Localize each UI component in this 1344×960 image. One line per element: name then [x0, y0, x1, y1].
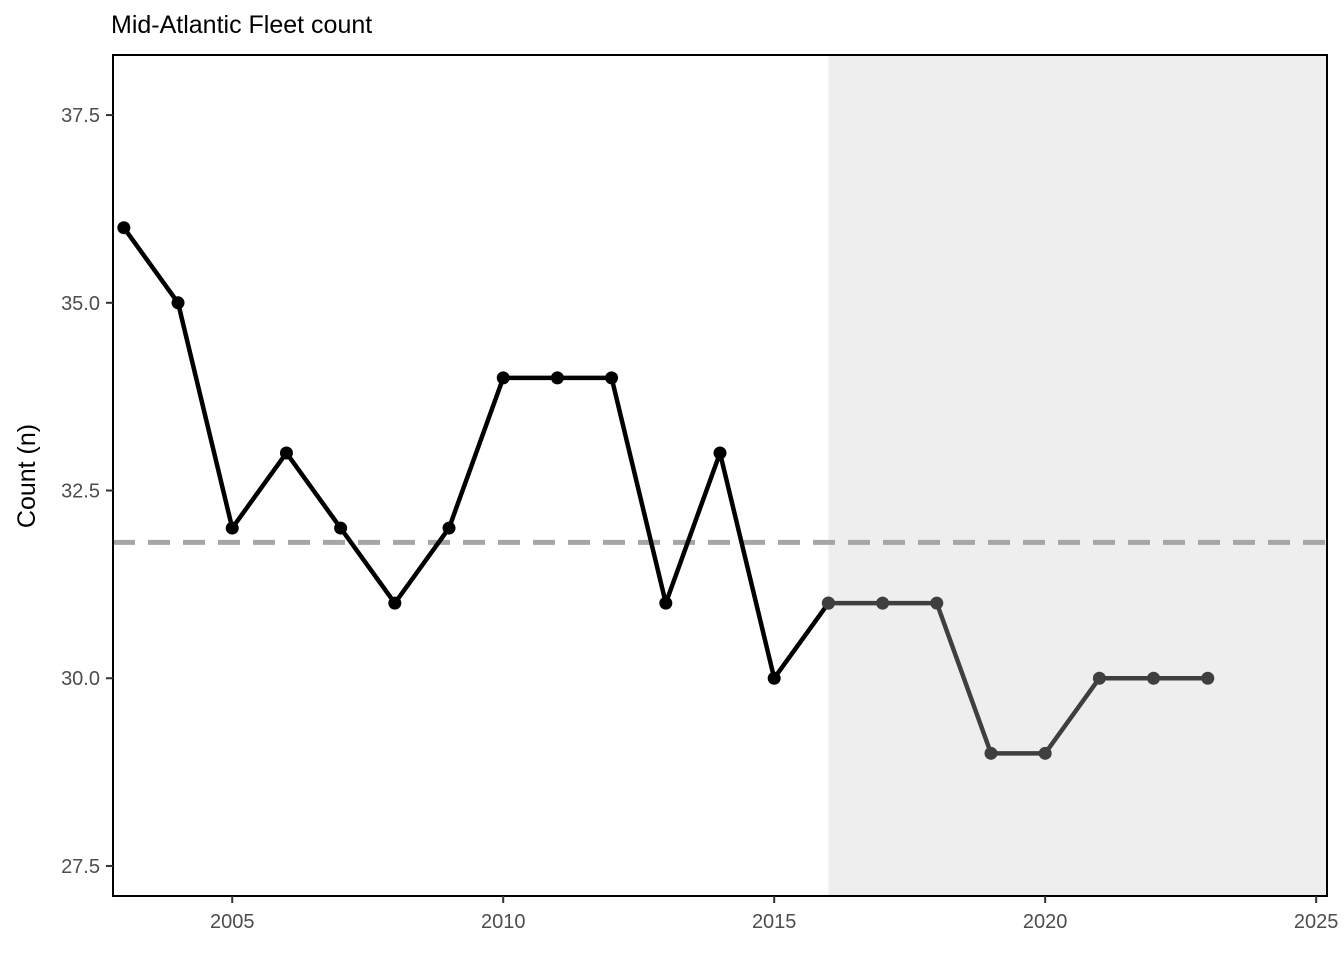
series-0-point-2003	[117, 221, 131, 235]
series-0-point-2015	[767, 671, 781, 685]
series-0-point-2005	[225, 521, 239, 535]
series-1-point-2018	[930, 596, 944, 610]
series-1-point-2016	[821, 596, 835, 610]
axes: 2005 2010 2015 2020 2025 27.5 30.0 32.5 35.0 37.5	[61, 54, 1339, 933]
series-0-point-2004	[171, 296, 185, 310]
series-0-point-2014	[713, 446, 727, 460]
y-tick-label-35: 35.0	[61, 293, 100, 315]
series-1-point-2021	[1092, 671, 1106, 685]
y-tick-label-37.5: 37.5	[61, 105, 100, 127]
y-tick-label-30: 30.0	[61, 668, 100, 690]
y-tick-label-27.5: 27.5	[61, 856, 100, 878]
series-0-point-2009	[442, 521, 456, 535]
shaded-region	[828, 55, 1327, 896]
y-axis-title: Count (n)	[13, 424, 41, 528]
series-1-point-2022	[1147, 671, 1161, 685]
series-0-point-2007	[334, 521, 348, 535]
x-tick-label-2015: 2015	[752, 911, 797, 933]
series-1-line	[826, 600, 1211, 756]
series-0-point-2010	[496, 371, 510, 385]
series-1-point-2023	[1201, 671, 1215, 685]
series-1-point-2017	[876, 596, 890, 610]
x-tick-label-2005: 2005	[210, 911, 255, 933]
y-tick-label-32.5: 32.5	[61, 481, 100, 503]
series-0-line	[121, 225, 831, 681]
plot-area	[113, 55, 1327, 896]
series-1-point-2020	[1038, 746, 1052, 760]
series-0-point-2012	[605, 371, 619, 385]
x-tick-label-2025: 2025	[1294, 911, 1339, 933]
series-1-point-2019	[984, 746, 998, 760]
x-tick-label-2010: 2010	[481, 911, 526, 933]
chart-title: Mid-Atlantic Fleet count	[111, 11, 372, 39]
series-0-point-2011	[550, 371, 564, 385]
series-0-point-2013	[659, 596, 673, 610]
series-0-point-2006	[279, 446, 293, 460]
series-0-point-2008	[388, 596, 402, 610]
panel-border	[112, 54, 1328, 897]
x-tick-label-2020: 2020	[1023, 911, 1068, 933]
